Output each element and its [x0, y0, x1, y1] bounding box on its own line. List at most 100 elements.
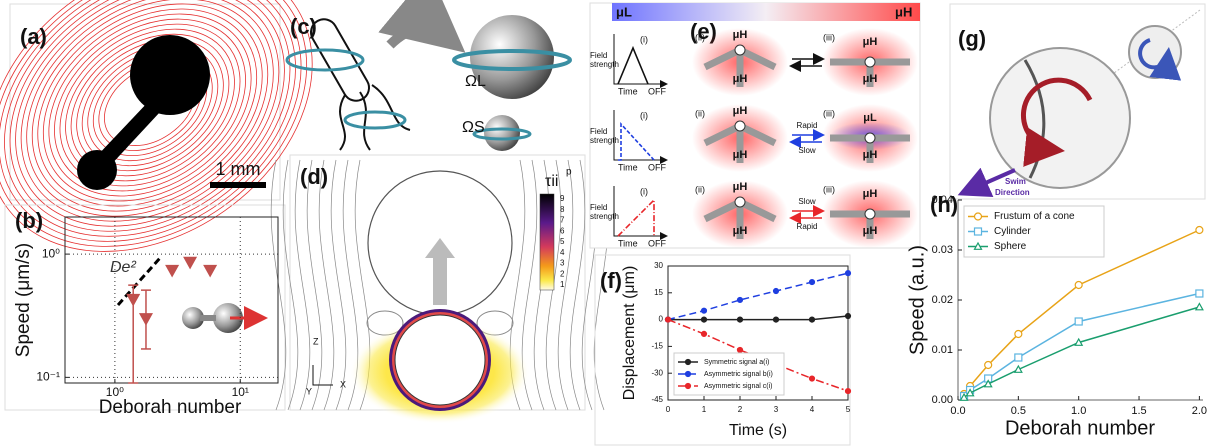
- step-label: (i): [640, 110, 648, 120]
- joint: [864, 132, 876, 144]
- step-label: (ii): [695, 32, 705, 42]
- swim-label: Swim: [1005, 177, 1026, 186]
- y-tick-label: 10⁻¹: [36, 370, 60, 384]
- y-tick-label: 10⁰: [42, 246, 60, 260]
- x-axis-label: Time (s): [729, 422, 787, 439]
- off-label: OFF: [648, 86, 666, 96]
- y-axis-label: Speed (a.u.): [906, 245, 928, 355]
- off-label: OFF: [648, 238, 666, 248]
- x-tick-label: 4: [810, 405, 815, 414]
- x-tick-label: 3: [774, 405, 779, 414]
- legend-label: Symmetric signal a(i): [704, 359, 769, 366]
- x-tick-label: 1.0: [1071, 405, 1086, 417]
- field-label: Field: [590, 203, 607, 212]
- colorbar-tick: 7: [560, 216, 565, 225]
- legend-label: Asymmetric signal b(i): [704, 371, 773, 378]
- marker: [664, 316, 672, 323]
- step-label: (i): [640, 34, 648, 44]
- colorbar-tick: 2: [560, 269, 565, 278]
- panel-c: ΩL ΩS (c): [285, 0, 572, 151]
- legend-label: Cylinder: [994, 226, 1031, 237]
- panel-label: (b): [15, 208, 43, 233]
- marker: [684, 358, 692, 366]
- streamline: [270, 159, 287, 411]
- arrow-label: Slow: [798, 146, 816, 155]
- legend-label: Sphere: [994, 241, 1027, 252]
- arrow-label: Rapid: [797, 121, 818, 130]
- sphere-head: [130, 35, 210, 115]
- marker: [1074, 317, 1083, 326]
- time-label: Time: [618, 162, 638, 172]
- field-label: Field: [590, 51, 607, 60]
- x-tick-label: 1: [702, 405, 707, 414]
- mu-label: μH: [733, 225, 748, 237]
- marker: [684, 382, 692, 390]
- streamline: [282, 159, 299, 411]
- y-tick-label: 0.04: [932, 194, 953, 206]
- marker: [808, 316, 816, 323]
- mu-low: μL: [616, 4, 632, 19]
- joint: [864, 208, 876, 220]
- field-label: Field: [590, 127, 607, 136]
- streamline: [557, 159, 574, 411]
- marker: [165, 264, 180, 278]
- panel-label: (a): [20, 24, 47, 49]
- axis: [613, 110, 668, 164]
- colorbar-tick: 6: [560, 226, 565, 235]
- marker: [973, 212, 983, 221]
- x-tick-label: 5: [846, 405, 851, 414]
- x-axis-label: Deborah number: [99, 397, 242, 418]
- x-axis-label: Deborah number: [1005, 417, 1155, 439]
- x-tick-label: 2.0: [1192, 405, 1207, 417]
- mu-label: μH: [863, 36, 878, 48]
- axis-y: Y: [306, 386, 312, 396]
- step-label: (iii): [823, 184, 835, 194]
- streak: [65, 28, 235, 182]
- x-tick-label: 0.0: [950, 405, 965, 417]
- series-line: [668, 315, 849, 321]
- marker: [1194, 302, 1204, 311]
- signal: [618, 121, 655, 161]
- joint: [734, 196, 746, 208]
- marker: [984, 360, 993, 370]
- marker: [684, 370, 692, 378]
- panel-label: (h): [930, 192, 958, 217]
- arrow-label: Rapid: [797, 222, 818, 231]
- series-line: [667, 272, 849, 321]
- panel-frame: [4, 204, 286, 411]
- colorbar-tick: 8: [560, 205, 565, 214]
- streak: [4, 0, 296, 237]
- step-label: (ii): [695, 108, 705, 118]
- marker: [736, 316, 744, 323]
- marker: [1013, 364, 1023, 373]
- streak: [54, 18, 246, 192]
- panel-label: (c): [290, 14, 317, 39]
- x-tick-label: 0: [666, 405, 671, 414]
- marker: [844, 312, 852, 320]
- streak: [76, 38, 224, 172]
- mu-label: μL: [863, 112, 877, 124]
- marker: [700, 330, 708, 337]
- step-label: (ii): [695, 184, 705, 194]
- y-tick-label: 0: [659, 315, 664, 324]
- inset-swimmer: [182, 303, 268, 333]
- time-label: Time: [618, 86, 638, 96]
- marker: [700, 307, 708, 314]
- panel-frame: [594, 254, 851, 446]
- streamline: [318, 159, 335, 411]
- colorbar-tick: 9: [560, 194, 565, 203]
- marker: [959, 392, 969, 401]
- axis-x: X: [340, 379, 346, 389]
- y-tick-label: 0.03: [932, 244, 953, 256]
- marker: [1195, 225, 1204, 235]
- mu-label: μH: [733, 73, 748, 85]
- streamline: [306, 159, 323, 411]
- marker: [1195, 289, 1204, 298]
- streak: [59, 23, 241, 187]
- marker: [138, 313, 153, 326]
- joint: [734, 120, 746, 132]
- streak-lines: [0, 0, 313, 252]
- axis: [613, 34, 668, 88]
